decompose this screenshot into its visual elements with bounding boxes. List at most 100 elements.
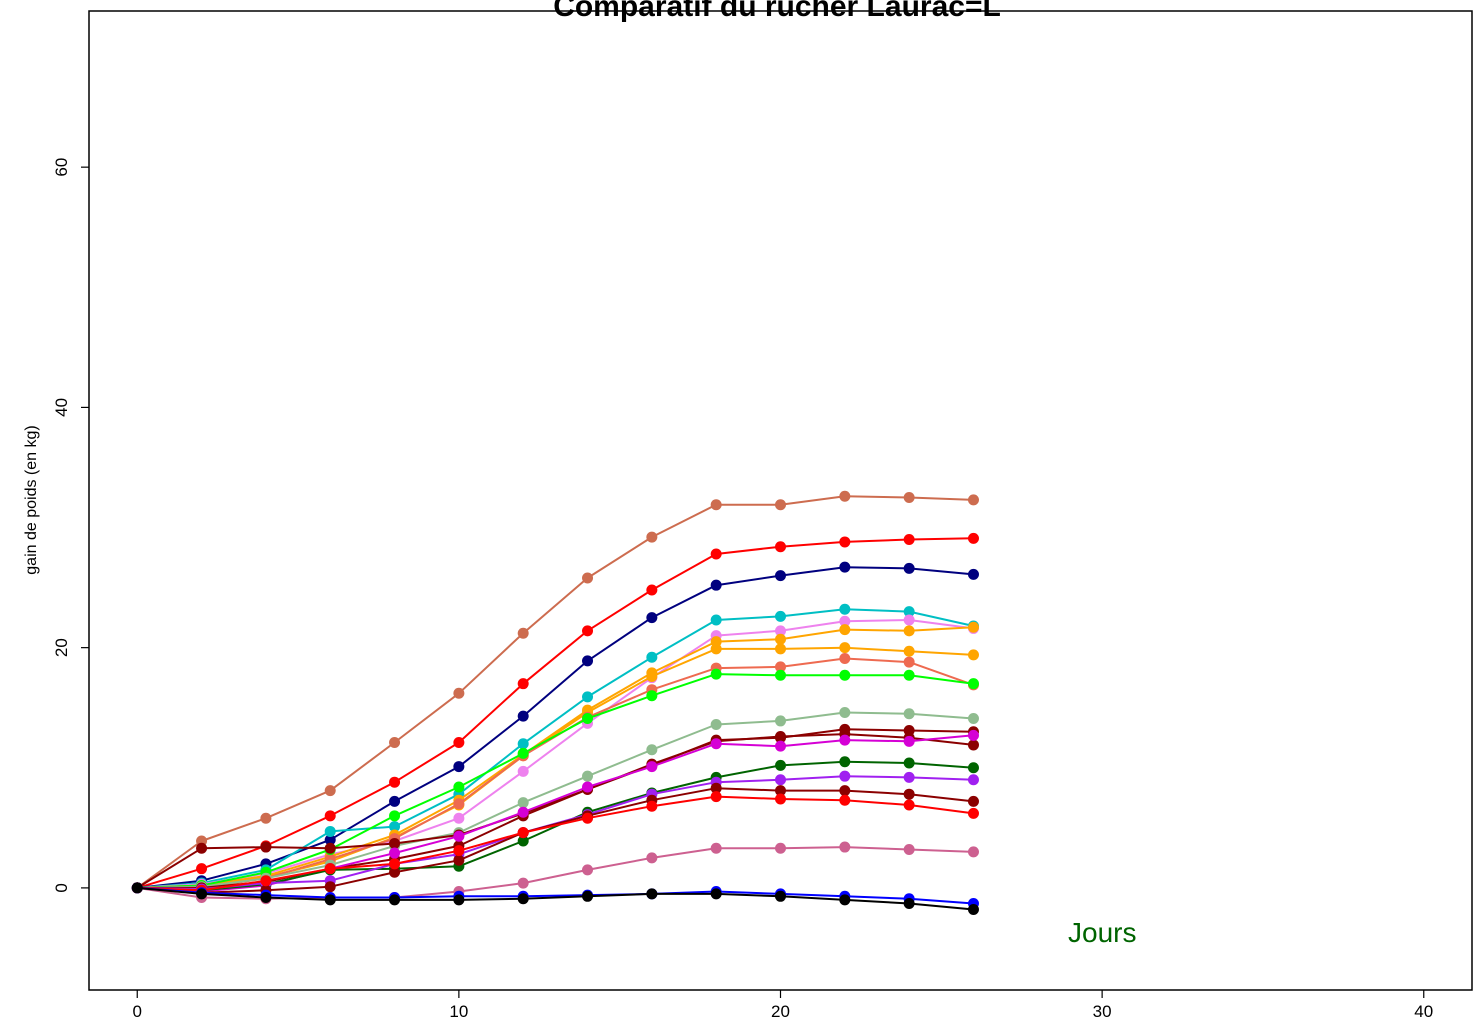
series-19-point-10: [775, 890, 786, 902]
series-2-point-9: [710, 579, 722, 591]
series-layer: [131, 490, 979, 916]
series-9-point-9: [710, 719, 722, 731]
series-18-line: [137, 886, 974, 905]
series-4-point-10: [775, 625, 786, 637]
series-1-point-1: [196, 863, 208, 875]
series-16-point-11: [839, 794, 851, 806]
series-17-point-13: [967, 846, 979, 858]
y-tick-label-3: 60: [52, 158, 71, 177]
series-12-point-8: [646, 761, 658, 773]
series-2-point-4: [389, 795, 401, 807]
series-2-point-13: [967, 568, 979, 580]
series-12-point-7: [582, 781, 594, 793]
series-16-point-12: [903, 799, 915, 811]
series-16-point-13: [967, 807, 979, 819]
series-19-point-0: [131, 882, 143, 894]
series-8-point-6: [517, 747, 529, 759]
x-axis: 0 10 20 30 40: [133, 990, 1433, 1021]
series-3-point-12: [903, 606, 915, 618]
series-0-point-11: [839, 490, 851, 502]
series-9-point-13: [967, 713, 979, 725]
series-15-point-4: [389, 866, 401, 878]
series-15-point-13: [967, 795, 979, 807]
series-11-point-10: [775, 731, 786, 743]
series-6-point-9: [710, 643, 722, 655]
series-15-line: [137, 787, 974, 894]
series-19-point-3: [324, 894, 336, 906]
y-tick-label-1: 20: [52, 638, 71, 657]
series-2-point-11: [839, 561, 851, 573]
series-17-point-12: [903, 843, 915, 855]
series-0-point-9: [710, 499, 722, 511]
series-1-point-6: [517, 678, 529, 690]
series-3-line: [137, 608, 974, 889]
series-14-point-12: [903, 771, 915, 783]
series-16-point-4: [389, 858, 401, 870]
series-9-point-8: [646, 744, 658, 756]
jours-annotation: Jours: [1068, 917, 1136, 948]
series-7-point-10: [775, 661, 786, 673]
series-8-point-12: [903, 669, 915, 681]
series-8-line: [137, 673, 974, 889]
series-13-point-10: [775, 759, 786, 771]
series-5-line: [137, 626, 974, 889]
series-12-point-13: [967, 729, 979, 741]
series-2-point-10: [775, 570, 786, 582]
series-9-point-7: [582, 770, 594, 782]
x-tick-label-3: 30: [1093, 1002, 1112, 1021]
series-19-point-1: [196, 888, 208, 900]
series-19: [131, 882, 979, 916]
series-15-point-10: [775, 785, 786, 797]
series-9-point-10: [775, 715, 786, 727]
series-16-point-2: [260, 875, 272, 887]
series-4-point-6: [517, 765, 529, 777]
series-19-point-4: [389, 894, 401, 906]
series-8-point-5: [453, 781, 465, 793]
series-19-point-9: [710, 888, 722, 900]
series-19-point-11: [839, 894, 851, 906]
series-1-point-12: [903, 534, 915, 546]
series-0-line: [136, 495, 974, 889]
series-0-point-7: [582, 572, 594, 584]
series-8-point-11: [839, 669, 851, 681]
series-1-point-5: [453, 737, 465, 749]
series-14-point-11: [839, 770, 851, 782]
y-axis: 0 20 40 60: [52, 158, 89, 893]
series-10-point-2: [260, 841, 272, 853]
series-0-point-5: [453, 687, 465, 699]
series-12-point-6: [517, 806, 529, 818]
series-17-point-8: [646, 852, 658, 864]
series-10-point-4: [389, 837, 401, 849]
series-1-point-7: [582, 625, 594, 637]
series-7-point-12: [903, 656, 915, 668]
series-1-point-10: [775, 541, 786, 553]
series-3-point-4: [389, 821, 401, 833]
series-10-point-1: [196, 842, 208, 854]
x-tick-label-2: 20: [771, 1002, 790, 1021]
y-axis-label: gain de poids (en kg): [23, 425, 40, 574]
series-19-point-13: [967, 904, 979, 916]
series-2-point-5: [453, 761, 465, 773]
y-tick-label-2: 40: [52, 398, 71, 417]
series-3-point-3: [324, 825, 336, 837]
series-3-point-8: [646, 651, 658, 663]
series-19-point-6: [517, 893, 529, 905]
series-5-point-11: [839, 624, 851, 636]
series-6-point-8: [646, 670, 658, 682]
series-16-point-3: [324, 863, 336, 875]
series-17-point-10: [775, 842, 786, 854]
series-0-point-8: [646, 531, 658, 543]
series-0-point-6: [517, 627, 529, 639]
series-2-point-7: [582, 655, 594, 667]
x-tick-label-0: 0: [133, 1002, 142, 1021]
series-1-point-4: [389, 776, 401, 788]
series-5-point-13: [967, 621, 979, 633]
series-3-point-10: [775, 610, 786, 622]
series-9-point-11: [839, 707, 851, 719]
series-2-line: [137, 566, 974, 889]
series-8-point-8: [646, 690, 658, 702]
series-17-point-9: [710, 842, 722, 854]
series-9-point-12: [903, 708, 915, 720]
series-3-point-11: [839, 603, 851, 615]
series-4-point-5: [453, 812, 465, 824]
